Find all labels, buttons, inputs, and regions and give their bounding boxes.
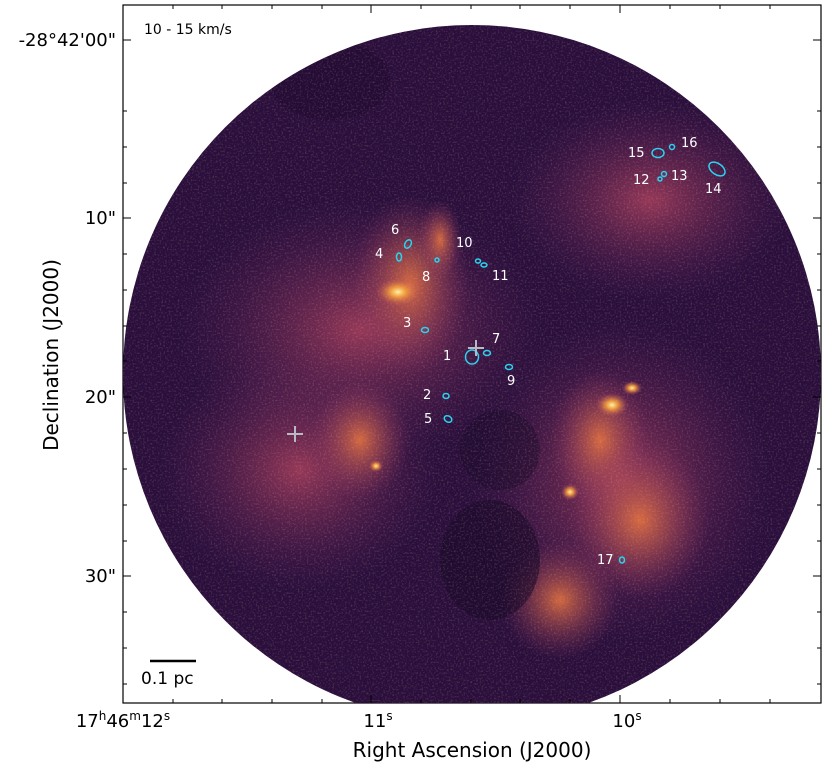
source-ellipse-4 xyxy=(395,252,403,262)
y-axis-label: Declination (J2000) xyxy=(39,259,63,451)
source-label-7: 7 xyxy=(492,332,500,347)
velocity-range-label: 10 - 15 km/s xyxy=(144,22,232,38)
source-ellipse-15 xyxy=(651,147,665,159)
source-ellipse-16 xyxy=(668,143,676,151)
y-tick-labels: -28°42'00" 10" 20" 30" xyxy=(19,30,116,587)
source-ellipse-9 xyxy=(504,363,514,371)
x-axis-label: Right Ascension (J2000) xyxy=(353,738,592,762)
source-ellipse-13 xyxy=(660,170,668,178)
source-ellipse-7 xyxy=(482,349,492,357)
source-label-6: 6 xyxy=(391,223,399,238)
y-tick-label: 10" xyxy=(85,208,116,229)
tick-marks xyxy=(122,5,821,703)
source-ellipse-2 xyxy=(442,392,450,400)
cross-markers xyxy=(287,340,484,442)
source-label-4: 4 xyxy=(375,247,383,262)
x-tick-label: 17h46m12s xyxy=(76,709,170,732)
x-tick-label: 10s xyxy=(612,709,641,732)
source-ellipses xyxy=(395,143,726,564)
source-label-5: 5 xyxy=(424,412,432,427)
source-ellipse-14 xyxy=(708,161,726,177)
source-ellipse-8 xyxy=(434,257,440,263)
source-ellipse-11 xyxy=(480,262,488,268)
source-label-8: 8 xyxy=(422,270,430,285)
source-label-1: 1 xyxy=(443,349,451,364)
scale-bar-label: 0.1 pc xyxy=(141,669,194,689)
source-label-10: 10 xyxy=(456,236,473,251)
x-tick-label: 11s xyxy=(363,709,392,732)
source-label-15: 15 xyxy=(628,146,645,161)
source-label-9: 9 xyxy=(507,374,515,389)
source-label-3: 3 xyxy=(403,316,411,331)
source-ellipse-6 xyxy=(403,239,413,249)
source-label-14: 14 xyxy=(705,182,722,197)
source-label-16: 16 xyxy=(681,136,698,151)
y-tick-label: 30" xyxy=(85,566,116,587)
y-tick-label: 20" xyxy=(85,387,116,408)
x-tick-labels: 17h46m12s 11s 10s xyxy=(76,709,642,732)
source-label-17: 17 xyxy=(597,553,614,568)
source-ellipse-10 xyxy=(474,258,482,264)
source-label-2: 2 xyxy=(423,388,431,403)
source-ellipse-5 xyxy=(443,414,453,424)
source-labels: 1 2 3 4 5 6 7 8 9 10 11 12 13 14 15 16 1… xyxy=(375,136,722,568)
source-ellipse-1 xyxy=(464,349,480,365)
source-ellipse-3 xyxy=(420,326,430,334)
source-label-11: 11 xyxy=(492,269,509,284)
source-label-13: 13 xyxy=(671,169,688,184)
source-ellipse-17 xyxy=(618,556,626,564)
y-tick-label: -28°42'00" xyxy=(19,30,116,51)
source-ellipse-12 xyxy=(657,176,663,182)
source-label-12: 12 xyxy=(633,173,650,188)
